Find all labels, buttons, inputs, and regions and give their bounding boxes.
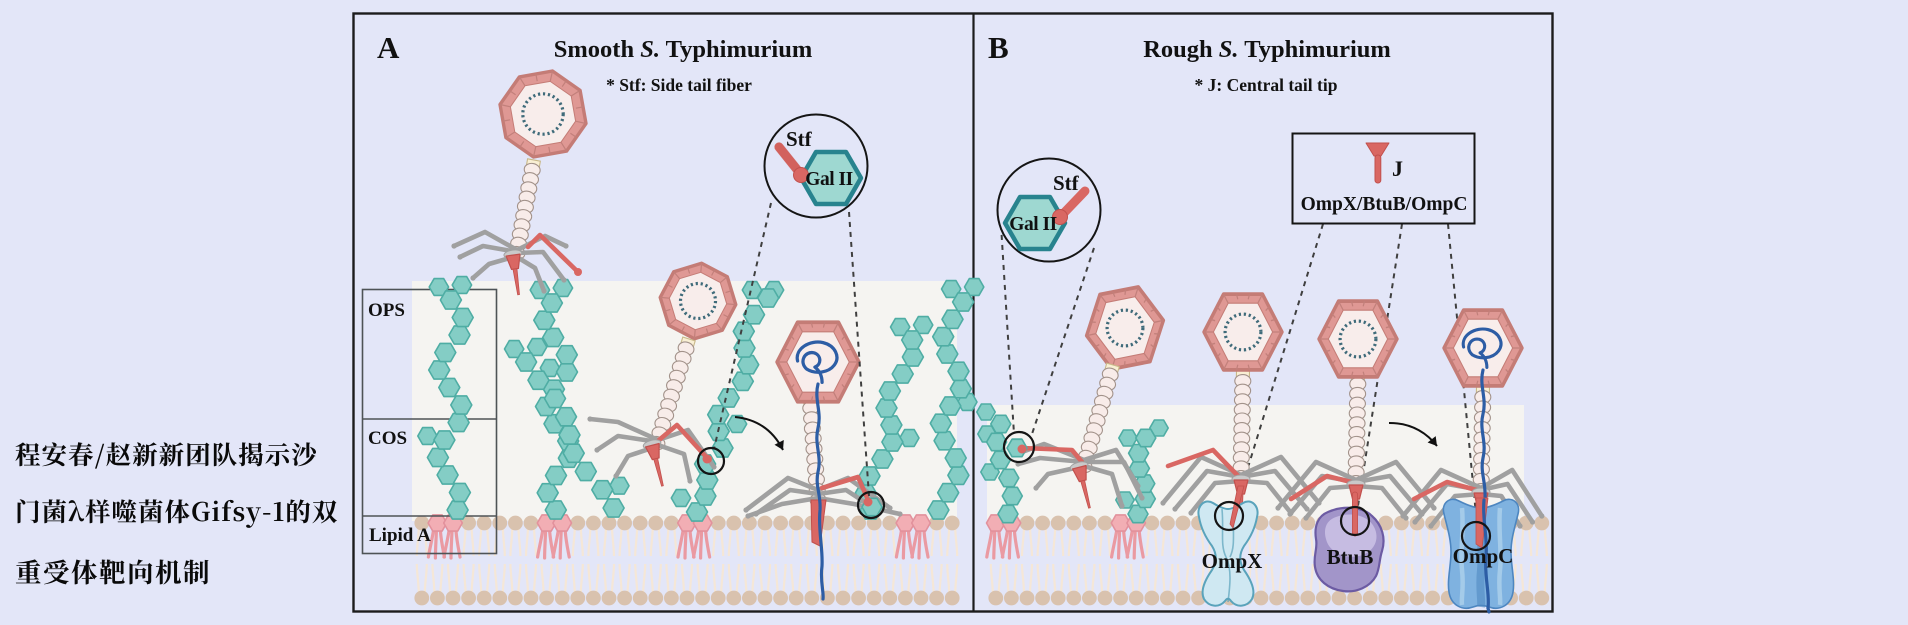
svg-text:Stf: Stf <box>1053 171 1080 195</box>
svg-text:OPS: OPS <box>368 300 405 321</box>
svg-text:OmpX: OmpX <box>1202 549 1263 573</box>
svg-text:Gal II: Gal II <box>805 169 852 190</box>
svg-text:Rough S. Typhimurium: Rough S. Typhimurium <box>1143 36 1391 63</box>
svg-text:BtuB: BtuB <box>1327 545 1374 569</box>
svg-text:* Stf: Side tail fiber: * Stf: Side tail fiber <box>606 75 752 95</box>
svg-text:A: A <box>377 30 400 65</box>
svg-text:J: J <box>1392 156 1403 181</box>
svg-text:B: B <box>988 30 1009 65</box>
svg-text:OmpX/BtuB/OmpC: OmpX/BtuB/OmpC <box>1301 194 1468 215</box>
svg-text:Stf: Stf <box>786 127 813 151</box>
svg-text:Gal II: Gal II <box>1009 214 1056 235</box>
svg-text:Smooth S. Typhimurium: Smooth S. Typhimurium <box>554 36 812 63</box>
svg-text:OmpC: OmpC <box>1453 544 1514 568</box>
svg-text:Lipid A: Lipid A <box>369 525 431 546</box>
svg-text:COS: COS <box>368 428 407 449</box>
svg-text:* J: Central tail tip: * J: Central tail tip <box>1195 75 1338 95</box>
